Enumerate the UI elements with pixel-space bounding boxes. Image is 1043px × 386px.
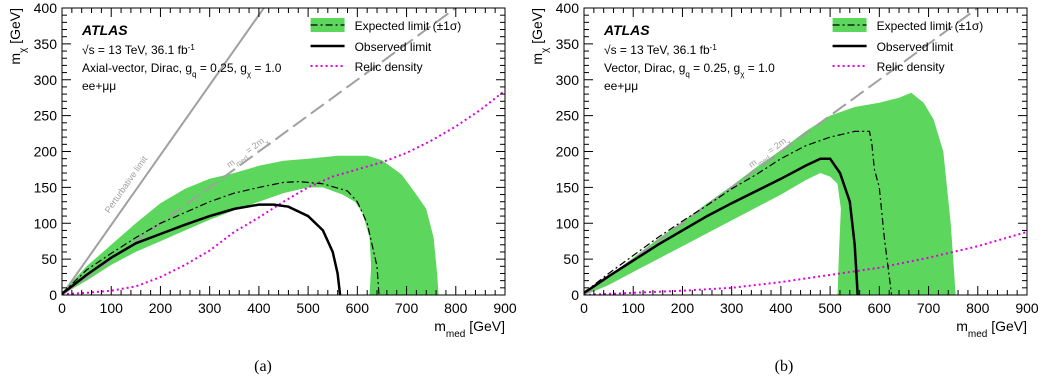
y-tick-label: 50 <box>563 251 579 267</box>
y-axis-title: mχ [GeV] <box>529 8 551 65</box>
y-tick-label: 100 <box>556 215 580 231</box>
x-tick-label: 500 <box>296 300 320 316</box>
x-tick-label: 800 <box>444 300 468 316</box>
y-tick-label: 250 <box>34 108 58 124</box>
experiment-label: ATLAS <box>603 22 650 38</box>
x-tick-label: 500 <box>818 300 842 316</box>
legend: Expected limit (±1σ) Observed limit Relic … <box>310 18 462 74</box>
y-tick-label: 50 <box>41 251 57 267</box>
model-label: Axial-vector, Dirac, gq = 0.25, gχ = 1.0 <box>82 61 282 79</box>
y-tick-label: 200 <box>34 144 58 160</box>
chart-panel-a: 0 100 200 300 400 500 600 700 800 900 0 50 100 150 200… <box>0 0 520 350</box>
perturbative-limit-line <box>62 8 265 295</box>
x-axis-title: mmed [GeV] <box>434 318 505 340</box>
energy-label: √s = 13 TeV, 36.1 fb-1 <box>82 43 195 58</box>
x-tick-label: 700 <box>917 300 941 316</box>
expected-limit-line <box>584 130 893 295</box>
legend-expected-label: Expected limit (±1σ) <box>355 19 462 33</box>
x-tick-label: 800 <box>966 300 990 316</box>
relic-density-line <box>584 230 1027 295</box>
y-tick-label: 350 <box>34 36 58 52</box>
x-tick-label: 300 <box>198 300 222 316</box>
y-tick-label: 0 <box>49 287 57 303</box>
x-tick-label: 200 <box>671 300 695 316</box>
y-tick-label: 350 <box>556 36 580 52</box>
legend-expected-label: Expected limit (±1σ) <box>877 19 984 33</box>
y-tick-label: 150 <box>34 179 58 195</box>
x-tick-label: 400 <box>247 300 271 316</box>
x-tick-label: 600 <box>346 300 370 316</box>
y-tick-label: 300 <box>556 72 580 88</box>
y-tick-label: 400 <box>34 0 58 16</box>
x-tick-label: 300 <box>720 300 744 316</box>
x-tick-label: 700 <box>395 300 419 316</box>
chart-b: 0 100 200 300 400 500 600 700 800 900 0 50 100 150 200… <box>529 0 1039 340</box>
x-axis-title: mmed [GeV] <box>956 318 1027 340</box>
x-tick-label: 0 <box>580 300 588 316</box>
chart-a: 0 100 200 300 400 500 600 700 800 900 0 50 100 150 200… <box>7 0 517 340</box>
y-tick-label: 100 <box>34 215 58 231</box>
observed-limit-line <box>62 203 342 295</box>
y-tick-label: 200 <box>556 144 580 160</box>
diagonal-line <box>584 8 979 295</box>
x-tick-label: 400 <box>769 300 793 316</box>
x-tick-label: 100 <box>100 300 124 316</box>
ticks <box>583 7 1028 296</box>
expected-band <box>584 92 956 295</box>
y-tick-label: 150 <box>556 179 580 195</box>
energy-label: √s = 13 TeV, 36.1 fb-1 <box>604 43 717 58</box>
y-tick-label: 400 <box>556 0 580 16</box>
caption-a: (a) <box>254 358 272 375</box>
x-tick-label: 900 <box>1015 300 1039 316</box>
chart-panel-b: 0 100 200 300 400 500 600 700 800 900 0 50 100 150 200… <box>522 0 1043 350</box>
plot-area <box>62 8 505 295</box>
x-tick-label: 600 <box>868 300 892 316</box>
expected-limit-line <box>62 180 380 295</box>
y-tick-label: 300 <box>34 72 58 88</box>
observed-limit-line <box>584 157 859 295</box>
x-tick-label: 200 <box>149 300 173 316</box>
channel-label: ee+μμ <box>82 79 116 93</box>
y-tick-label: 250 <box>556 108 580 124</box>
y-tick-label: 0 <box>571 287 579 303</box>
caption-b: (b) <box>774 358 794 375</box>
model-label: Vector, Dirac, gq = 0.25, gχ = 1.0 <box>604 61 775 79</box>
experiment-label: ATLAS <box>81 22 128 38</box>
legend-observed-label: Observed limit <box>877 40 954 54</box>
legend-relic-label: Relic density <box>355 60 423 74</box>
expected-band <box>62 155 439 295</box>
channel-label: ee+μμ <box>604 79 638 93</box>
legend-relic-label: Relic density <box>877 60 945 74</box>
x-tick-label: 900 <box>493 300 517 316</box>
plot-area <box>584 8 1027 295</box>
perturbative-limit-label: Perturbative limit <box>103 154 150 215</box>
x-tick-label: 100 <box>622 300 646 316</box>
x-tick-label: 0 <box>58 300 66 316</box>
relic-density-line <box>62 89 505 295</box>
y-axis-title: mχ [GeV] <box>7 8 29 65</box>
ticks <box>61 7 506 296</box>
legend-observed-label: Observed limit <box>355 40 432 54</box>
legend: Expected limit (±1σ) Observed limit Relic … <box>832 18 984 74</box>
